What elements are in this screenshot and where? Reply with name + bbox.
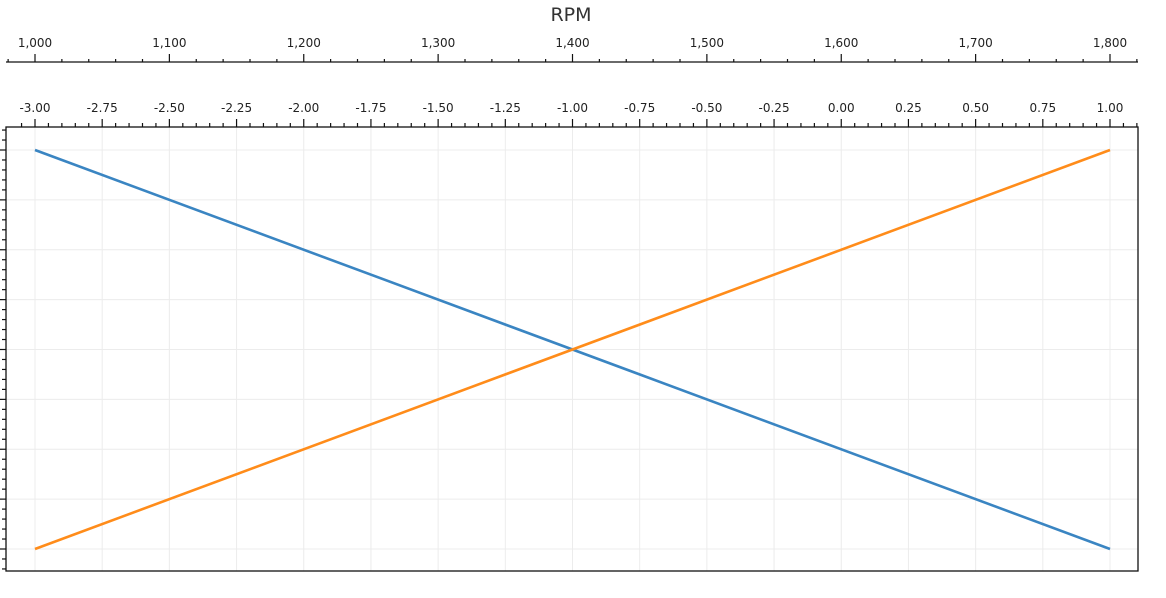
secondary-tick-label: -2.25 (221, 101, 252, 115)
secondary-tick-label: 0.75 (1029, 101, 1056, 115)
secondary-tick-label: -0.75 (624, 101, 655, 115)
secondary-tick-label: -1.00 (557, 101, 588, 115)
secondary-tick-label: 0.50 (962, 101, 989, 115)
rpm-tick-label: 1,600 (824, 36, 858, 50)
secondary-tick-label: -3.00 (19, 101, 50, 115)
series-line-orange (34, 148, 1111, 551)
chart-title: RPM (550, 4, 591, 26)
rpm-tick-label: 1,300 (421, 36, 455, 50)
rpm-tick-label: 1,000 (18, 36, 52, 50)
secondary-tick-label: -0.50 (691, 101, 722, 115)
rpm-tick-label: 1,100 (152, 36, 186, 50)
secondary-tick-label: 0.00 (828, 101, 855, 115)
secondary-tick-label: -1.25 (490, 101, 521, 115)
rpm-tick-label: 1,200 (287, 36, 321, 50)
secondary-tick-label: 1.00 (1097, 101, 1124, 115)
rpm-tick-label: 1,500 (690, 36, 724, 50)
secondary-tick-label: -0.25 (759, 101, 790, 115)
secondary-tick-label: -2.75 (87, 101, 118, 115)
secondary-tick-label: -2.00 (288, 101, 319, 115)
rpm-tick-label: 1,400 (555, 36, 589, 50)
rpm-tick-label: 1,700 (958, 36, 992, 50)
secondary-tick-label: -1.50 (423, 101, 454, 115)
secondary-tick-label: 0.25 (895, 101, 922, 115)
secondary-tick-label: -2.50 (154, 101, 185, 115)
secondary-tick-label: -1.75 (355, 101, 386, 115)
rpm-tick-label: 1,800 (1093, 36, 1127, 50)
